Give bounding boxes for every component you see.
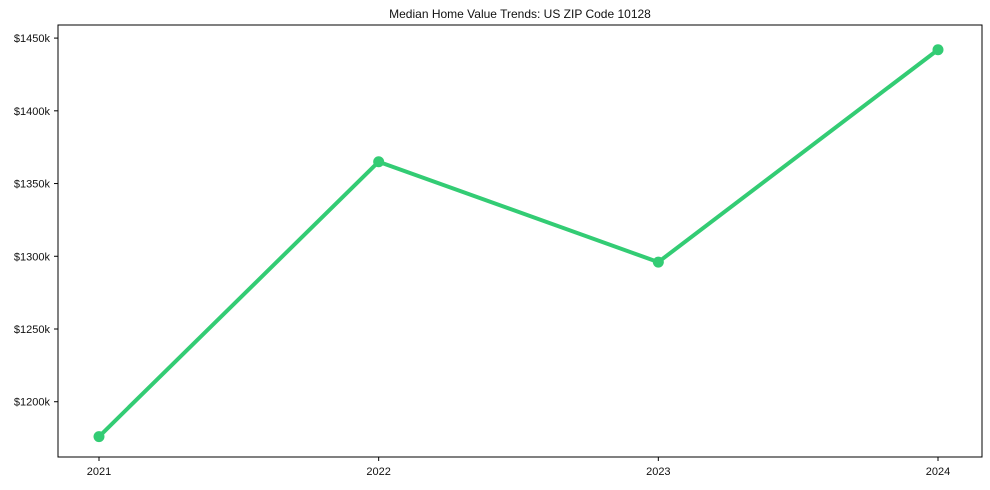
- axes-layer: $1200k $1250k $1300k $1350k $1400k $1450k 2021…: [14, 24, 983, 478]
- y-tick-label: $1350k: [14, 179, 51, 191]
- data-point: [93, 431, 105, 443]
- y-tick-label: $1450k: [14, 33, 51, 45]
- y-tick-label: $1250k: [14, 324, 51, 336]
- y-tick-label: $1400k: [14, 106, 51, 118]
- y-tick-label: $1300k: [14, 251, 51, 263]
- line-series: [97, 47, 940, 439]
- x-tick-label: 2023: [646, 466, 670, 478]
- data-point: [932, 44, 944, 56]
- line-series-layer: [93, 44, 944, 443]
- data-point: [373, 156, 385, 168]
- plot-frame: [57, 24, 983, 458]
- x-tick-label: 2024: [926, 466, 950, 478]
- x-tick-label: 2022: [366, 466, 390, 478]
- data-point: [652, 256, 664, 268]
- y-tick-label: $1200k: [14, 397, 51, 409]
- chart-title: Median Home Value Trends: US ZIP Code 10…: [389, 7, 651, 21]
- x-tick-label: 2021: [87, 466, 111, 478]
